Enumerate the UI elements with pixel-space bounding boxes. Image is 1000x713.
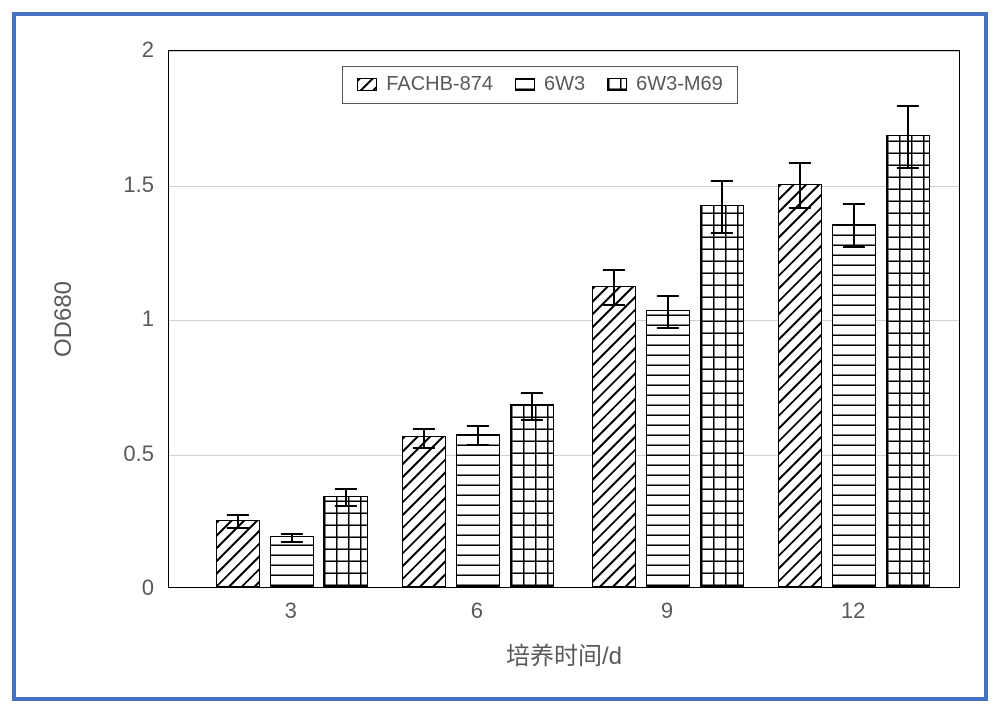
y-tick-label: 0 — [142, 575, 154, 601]
error-bar — [531, 393, 533, 420]
gridline — [169, 186, 959, 187]
error-bar — [477, 426, 479, 445]
x-tick-label: 6 — [471, 598, 483, 624]
y-tick-label: 1.5 — [123, 172, 154, 198]
bar — [216, 520, 260, 587]
error-bar — [721, 181, 723, 232]
bar — [510, 404, 554, 587]
error-cap — [521, 392, 543, 394]
error-cap — [789, 162, 811, 164]
x-tick-label: 9 — [661, 598, 673, 624]
error-cap — [711, 232, 733, 234]
bar — [700, 205, 744, 587]
legend-label: 6W3 — [544, 73, 585, 96]
legend-swatch — [357, 78, 377, 91]
bar — [270, 536, 314, 587]
bar — [323, 496, 367, 587]
gridline — [169, 51, 959, 52]
figure-stage: 0 0.5 1 1.5 2 OD680 3 6 9 12 培养时间/d FACHB-874 6W… — [0, 0, 1000, 713]
legend-swatch — [607, 78, 627, 91]
error-bar — [799, 163, 801, 209]
error-bar — [907, 106, 909, 168]
bar — [886, 135, 930, 587]
error-cap — [603, 269, 625, 271]
bar — [402, 436, 446, 587]
error-cap — [335, 505, 357, 507]
bar — [778, 184, 822, 588]
legend-item: 6W3 — [515, 73, 585, 96]
legend-item: 6W3-M69 — [607, 73, 723, 96]
chart-plot-area — [168, 50, 960, 588]
error-cap — [657, 327, 679, 329]
error-cap — [521, 419, 543, 421]
error-cap — [467, 444, 489, 446]
y-tick-label: 2 — [142, 37, 154, 63]
error-cap — [843, 203, 865, 205]
error-cap — [897, 105, 919, 107]
error-cap — [227, 527, 249, 529]
bar — [592, 286, 636, 587]
x-axis-title: 培养时间/d — [506, 636, 622, 671]
legend-item: FACHB-874 — [357, 73, 493, 96]
error-cap — [227, 514, 249, 516]
y-axis-title: OD680 — [50, 281, 78, 357]
error-cap — [413, 428, 435, 430]
error-cap — [413, 447, 435, 449]
error-cap — [281, 533, 303, 535]
x-tick-label: 3 — [285, 598, 297, 624]
legend-label: FACHB-874 — [386, 73, 493, 96]
error-cap — [467, 425, 489, 427]
legend-swatch — [515, 78, 535, 91]
error-cap — [897, 167, 919, 169]
bar — [646, 310, 690, 587]
legend: FACHB-874 6W3 6W3-M69 — [342, 66, 738, 104]
error-bar — [853, 204, 855, 247]
error-cap — [335, 488, 357, 490]
y-tick-label: 1 — [142, 306, 154, 332]
x-tick-label: 12 — [841, 598, 865, 624]
error-cap — [657, 295, 679, 297]
error-cap — [843, 246, 865, 248]
bar — [456, 434, 500, 587]
error-bar — [667, 296, 669, 328]
error-cap — [711, 180, 733, 182]
y-tick-label: 0.5 — [123, 441, 154, 467]
bar — [832, 224, 876, 587]
error-cap — [603, 304, 625, 306]
error-bar — [423, 429, 425, 448]
legend-label: 6W3-M69 — [636, 73, 723, 96]
error-bar — [237, 515, 239, 528]
error-bar — [345, 489, 347, 505]
error-cap — [281, 541, 303, 543]
error-cap — [789, 207, 811, 209]
error-bar — [613, 270, 615, 305]
